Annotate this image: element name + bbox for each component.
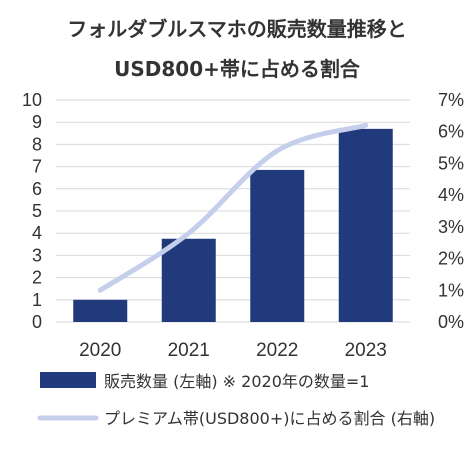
right-axis-tick-label: 7%: [438, 90, 464, 110]
bar: [161, 238, 216, 322]
left-axis-tick-label: 8: [32, 134, 42, 154]
left-axis-tick-label: 3: [32, 245, 42, 265]
right-axis-tick-label: 0%: [438, 312, 464, 332]
left-axis-tick-label: 7: [32, 157, 42, 177]
right-axis-tick-label: 1%: [438, 280, 464, 300]
legend: 販売数量 (左軸) ※ 2020年の数量=1 プレミアム帯(USD800+)に占…: [37, 372, 435, 428]
right-axis-tick-label: 3%: [438, 217, 464, 237]
x-axis-tick-label: 2023: [345, 340, 387, 361]
right-axis-tick-label: 5%: [438, 153, 464, 173]
right-axis: 0% 1% 2% 3% 4% 5% 6% 7%: [438, 90, 464, 332]
legend-bar-swatch: [40, 372, 96, 388]
left-axis-tick-label: 10: [22, 90, 42, 110]
left-axis-tick-label: 2: [32, 268, 42, 288]
chart-title-line1: フォルダブルスマホの販売数量推移と: [67, 17, 406, 41]
bar: [250, 169, 305, 322]
x-axis-tick-label: 2022: [256, 340, 298, 361]
x-axis: 2020 2021 2022 2023: [79, 340, 387, 361]
right-axis-tick-label: 2%: [438, 249, 464, 269]
line-series: [97, 122, 369, 293]
left-axis-tick-label: 0: [32, 312, 42, 332]
bar: [73, 299, 128, 322]
right-axis-tick-label: 4%: [438, 185, 464, 205]
bar: [338, 128, 393, 322]
left-axis-tick-label: 4: [32, 223, 42, 243]
legend-line-label: プレミアム帯(USD800+)に占める割合 (右軸): [104, 409, 435, 428]
x-axis-tick-label: 2021: [168, 340, 210, 361]
left-axis-tick-label: 6: [32, 179, 42, 199]
left-axis-tick-label: 5: [32, 201, 42, 221]
bar-series: [73, 128, 393, 322]
left-axis-tick-label: 1: [32, 290, 42, 310]
legend-bar-label: 販売数量 (左軸) ※ 2020年の数量=1: [104, 372, 369, 391]
chart-title-line2: USD800+帯に占める割合: [114, 57, 361, 81]
x-axis-tick-label: 2020: [79, 340, 121, 361]
share-line: [97, 122, 369, 293]
left-axis-tick-label: 9: [32, 112, 42, 132]
right-axis-tick-label: 6%: [438, 122, 464, 142]
